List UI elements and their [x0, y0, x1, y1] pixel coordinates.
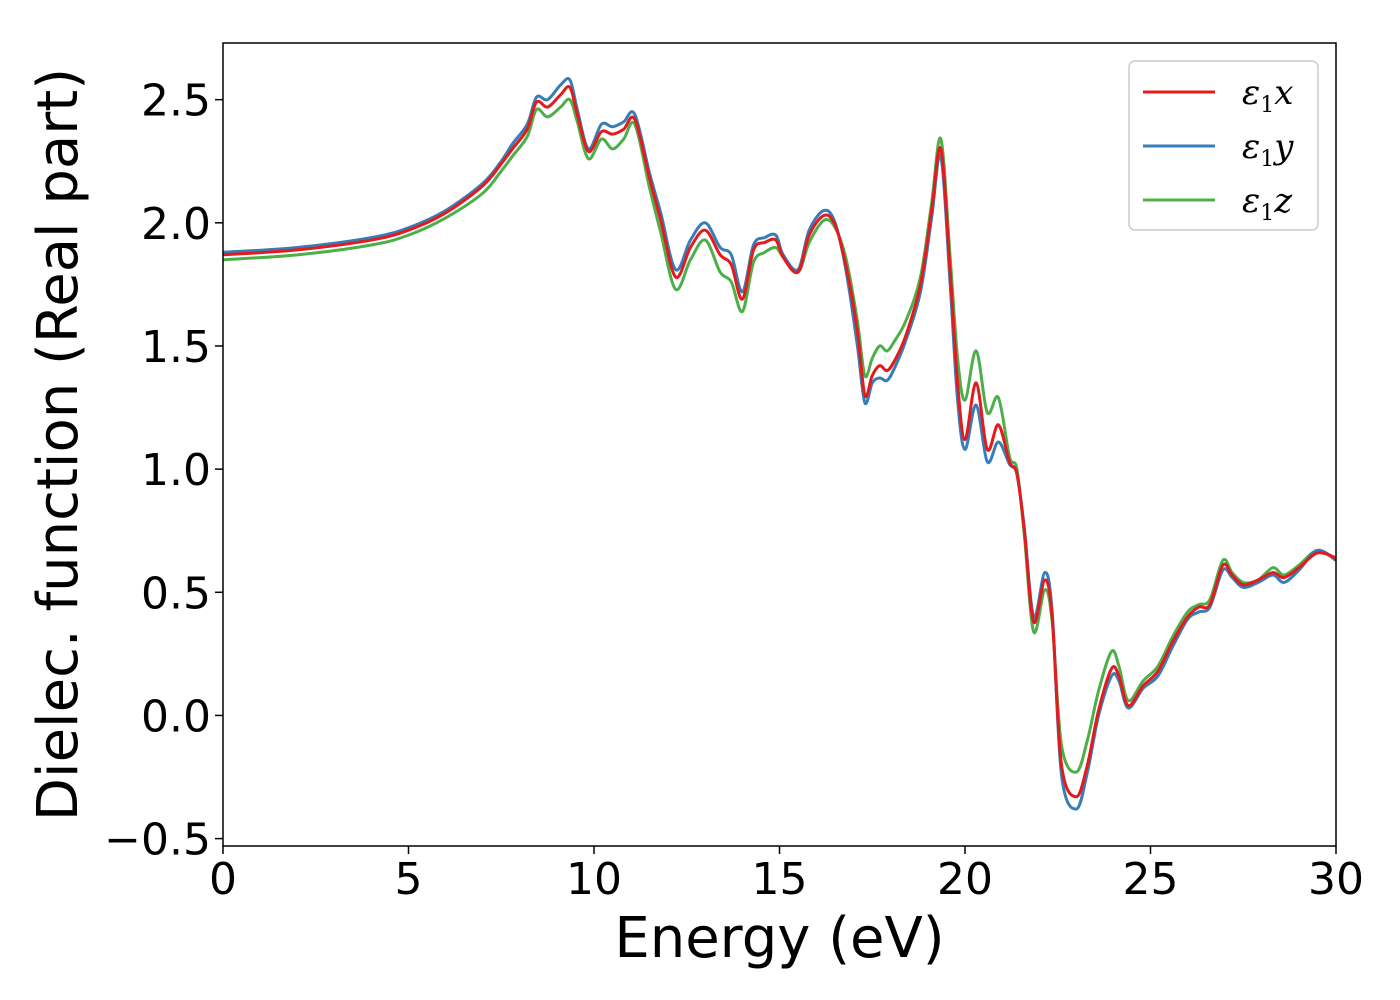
legend-box [1128, 60, 1319, 231]
legend: ε1x ε1y ε1z [1128, 60, 1319, 231]
x-axis: 0 5 10 15 20 25 30 [209, 846, 1364, 905]
x-tick-label: 0 [209, 854, 237, 905]
series-line-z [223, 97, 1336, 774]
series-line-x [223, 85, 1336, 799]
series-layer [223, 77, 1336, 811]
y-tick-label: 0.5 [141, 568, 211, 619]
legend-label-y: ε1y [1242, 127, 1294, 172]
y-tick-label: 1.5 [141, 322, 211, 373]
y-axis-title: Dielec. function (Real part) [26, 68, 91, 821]
y-tick-label: 1.0 [141, 445, 211, 496]
y-axis: −0.5 0.0 0.5 1.0 1.5 2.0 2.5 [104, 76, 223, 866]
legend-label-x: ε1x [1242, 73, 1293, 118]
y-tick-label: 2.5 [141, 76, 211, 127]
x-tick-label: 15 [752, 854, 808, 905]
x-axis-title: Energy (eV) [614, 906, 944, 971]
y-tick-label: 0.0 [141, 691, 211, 742]
x-tick-label: 25 [1123, 854, 1179, 905]
x-tick-label: 10 [566, 854, 622, 905]
y-tick-label: −0.5 [104, 815, 211, 866]
legend-label-z: ε1z [1242, 181, 1293, 226]
x-tick-label: 5 [395, 854, 423, 905]
x-tick-label: 30 [1308, 854, 1364, 905]
x-tick-label: 20 [937, 854, 993, 905]
y-tick-label: 2.0 [141, 199, 211, 250]
